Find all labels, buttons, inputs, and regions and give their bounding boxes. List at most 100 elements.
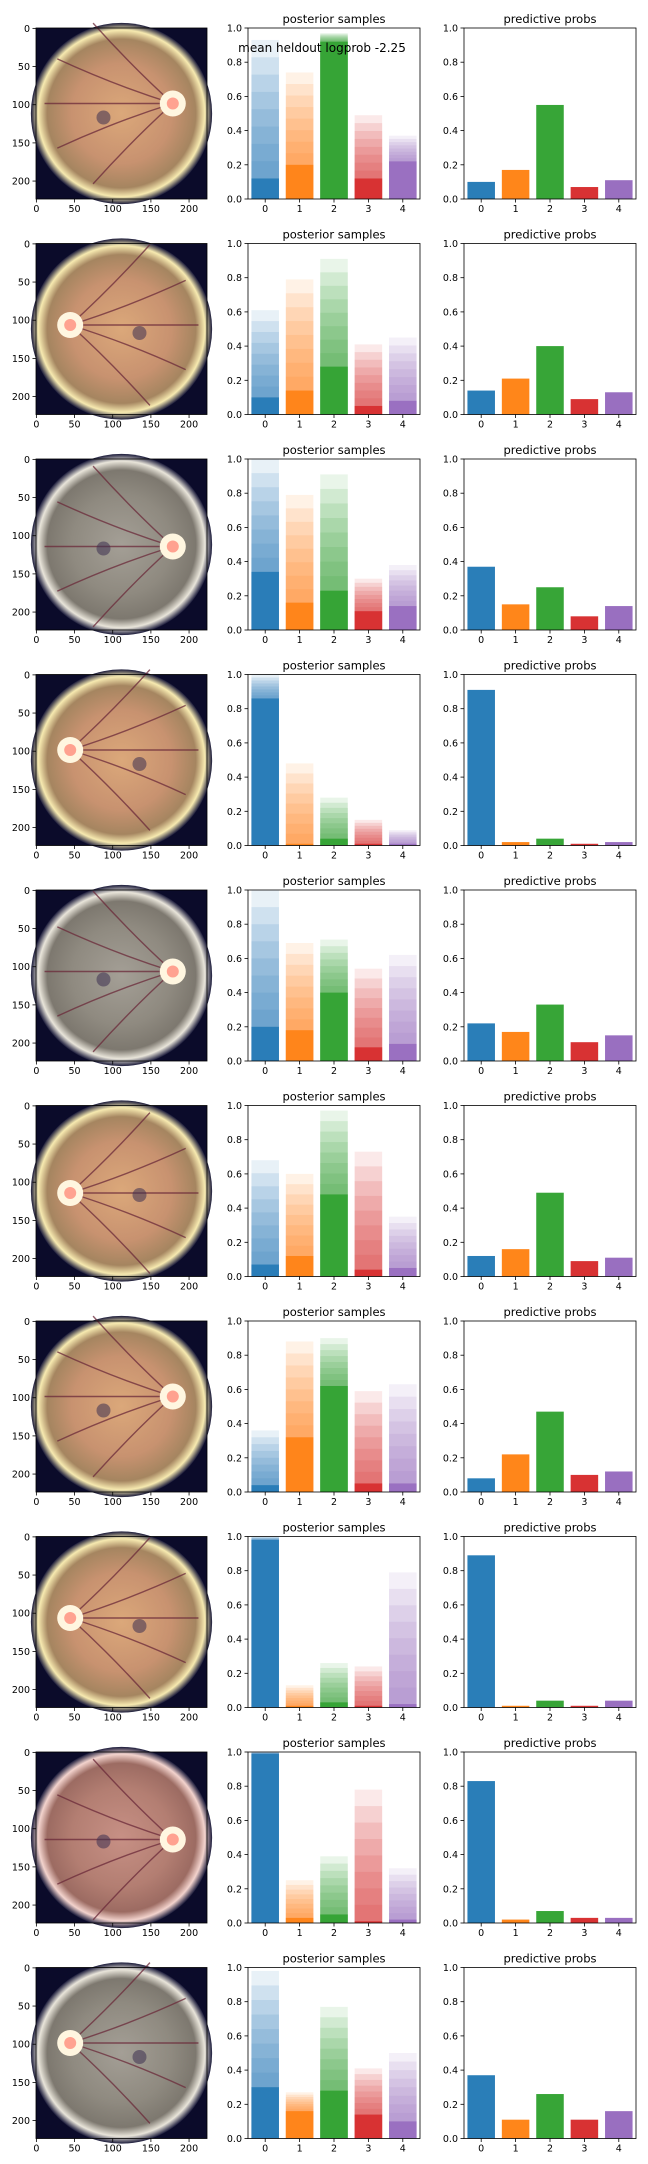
image-frame xyxy=(35,243,208,415)
x-tick-label: 2 xyxy=(331,851,337,862)
x-tick-label: 1 xyxy=(297,420,303,431)
posterior-sample-1 xyxy=(285,793,314,846)
image-y-tick-label: 150 xyxy=(12,1216,30,1227)
posterior-bar-2 xyxy=(320,1663,348,1708)
y-tick-label: 0.2 xyxy=(443,376,458,387)
image-x-tick-label: 0 xyxy=(33,204,39,215)
fundus-panel: 0 50 100 150 200 0 50 100 150 200 xyxy=(12,1315,213,1508)
image-x-tick-label: 100 xyxy=(104,1497,122,1508)
y-tick-label: 0.6 xyxy=(443,1600,458,1611)
x-tick-label: 3 xyxy=(365,1497,371,1508)
x-tick-label: 3 xyxy=(581,851,587,862)
image-y-tick-label: 150 xyxy=(12,569,30,580)
y-tick-label: 0.4 xyxy=(227,342,242,353)
macula xyxy=(96,110,111,125)
y-tick-label: 0.4 xyxy=(443,126,458,137)
posterior-sample-solid-1 xyxy=(285,1705,314,1708)
y-tick-label: 0.4 xyxy=(443,342,458,353)
image-y-tick-label: 50 xyxy=(18,278,30,289)
x-tick-label: 4 xyxy=(400,1282,406,1293)
fundus-vessel xyxy=(57,1395,174,1442)
x-tick-label: 2 xyxy=(331,204,337,215)
axes-frame xyxy=(463,243,637,415)
y-tick-label: 0.2 xyxy=(443,2100,458,2111)
axes-frame xyxy=(463,1320,637,1493)
image-x-tick-label: 0 xyxy=(33,1066,39,1077)
y-tick-label: 1.0 xyxy=(227,1532,242,1543)
posterior-sample-3 xyxy=(354,1888,383,1923)
posterior-sample-solid-4 xyxy=(389,1919,417,1923)
x-tick-label: 4 xyxy=(616,1066,622,1077)
y-tick-label: 1.0 xyxy=(227,1101,242,1112)
image-y-tick-label: 0 xyxy=(24,886,30,897)
posterior-sample-3 xyxy=(354,1822,383,1923)
x-tick-label: 0 xyxy=(262,1928,268,1939)
posterior-sample-solid-4 xyxy=(389,843,417,846)
y-tick-label: 0.8 xyxy=(443,920,458,931)
y-tick-label: 0.8 xyxy=(227,920,242,931)
posterior-sample-1 xyxy=(285,1698,314,1708)
x-tick-label: 1 xyxy=(297,204,303,215)
posterior-sample-solid-4 xyxy=(389,161,417,199)
macula xyxy=(96,1834,111,1849)
predictive-bar-3 xyxy=(570,1261,599,1277)
predictive-bar-2 xyxy=(536,346,564,415)
predictive-bar-4 xyxy=(605,1257,633,1277)
posterior-bar-1 xyxy=(285,763,314,846)
image-y-tick-label: 50 xyxy=(18,1355,30,1366)
predictive-bar-0 xyxy=(467,2075,495,2139)
y-tick-label: 0.2 xyxy=(443,1453,458,1464)
posterior-sample-4 xyxy=(389,1881,417,1923)
x-tick-label: 3 xyxy=(581,420,587,431)
image-frame xyxy=(35,1967,208,2139)
y-tick-label: 1.0 xyxy=(443,1532,458,1543)
image-x-tick-label: 50 xyxy=(69,204,81,215)
posterior-sample-3 xyxy=(354,822,383,846)
predictive-panel: predictive probs 0 1 2 3 4 0.0 0.2 0.4 0.6 0.8 1.0 xyxy=(443,228,637,431)
predictive-bar-0 xyxy=(467,181,495,199)
image-y-tick-label: 150 xyxy=(12,354,30,365)
x-tick-label: 2 xyxy=(547,1066,553,1077)
posterior-sample-solid-0 xyxy=(251,1264,279,1277)
image-x-tick-label: 0 xyxy=(33,2144,39,2155)
panel-title: posterior samples xyxy=(282,1736,385,1750)
y-tick-label: 0.8 xyxy=(227,273,242,284)
image-y-tick-label: 0 xyxy=(24,1317,30,1328)
x-tick-label: 2 xyxy=(331,1497,337,1508)
image-x-tick-label: 200 xyxy=(180,420,198,431)
x-tick-label: 1 xyxy=(297,1928,303,1939)
y-tick-label: 0.8 xyxy=(227,58,242,69)
image-y-tick-label: 0 xyxy=(24,1532,30,1543)
posterior-panel: posterior samples 0 1 2 3 4 0.0 0.2 0.4 0.6 0.8 1.0 xyxy=(227,443,421,646)
optic-cup xyxy=(64,1187,77,1199)
x-tick-label: 1 xyxy=(513,1928,519,1939)
y-tick-label: 0.0 xyxy=(227,195,242,206)
posterior-sample-1 xyxy=(285,1889,314,1923)
y-tick-label: 1.0 xyxy=(443,670,458,681)
posterior-bar-0 xyxy=(251,1160,279,1277)
y-tick-label: 1.0 xyxy=(227,1317,242,1328)
predictive-bar-4 xyxy=(605,2111,633,2139)
posterior-sample-solid-2 xyxy=(320,1385,348,1492)
image-x-tick-label: 200 xyxy=(180,204,198,215)
posterior-bar-2 xyxy=(320,797,348,846)
image-y-tick-label: 200 xyxy=(12,1470,30,1481)
image-x-tick-label: 0 xyxy=(33,1928,39,1939)
x-tick-label: 2 xyxy=(547,1713,553,1724)
predictive-bar-1 xyxy=(501,378,530,415)
posterior-sample-4 xyxy=(389,1893,417,1923)
posterior-sample-solid-0 xyxy=(251,1753,279,1923)
x-tick-label: 4 xyxy=(400,420,406,431)
fundus-disc xyxy=(30,1746,213,1929)
posterior-sample-3 xyxy=(354,1402,383,1492)
posterior-sample-solid-0 xyxy=(251,1485,279,1492)
y-tick-label: 0.0 xyxy=(443,2134,458,2145)
fundus-panel: 0 50 100 150 200 0 50 100 150 200 xyxy=(12,22,213,215)
panel-title: posterior samples xyxy=(282,659,385,673)
x-tick-label: 2 xyxy=(547,635,553,646)
panel-title: posterior samples xyxy=(282,1305,385,1319)
posterior-sample-3 xyxy=(354,1195,383,1277)
predictive-bar-3 xyxy=(570,843,599,846)
y-tick-label: 0.8 xyxy=(443,1566,458,1577)
posterior-sample-3 xyxy=(354,1691,383,1708)
